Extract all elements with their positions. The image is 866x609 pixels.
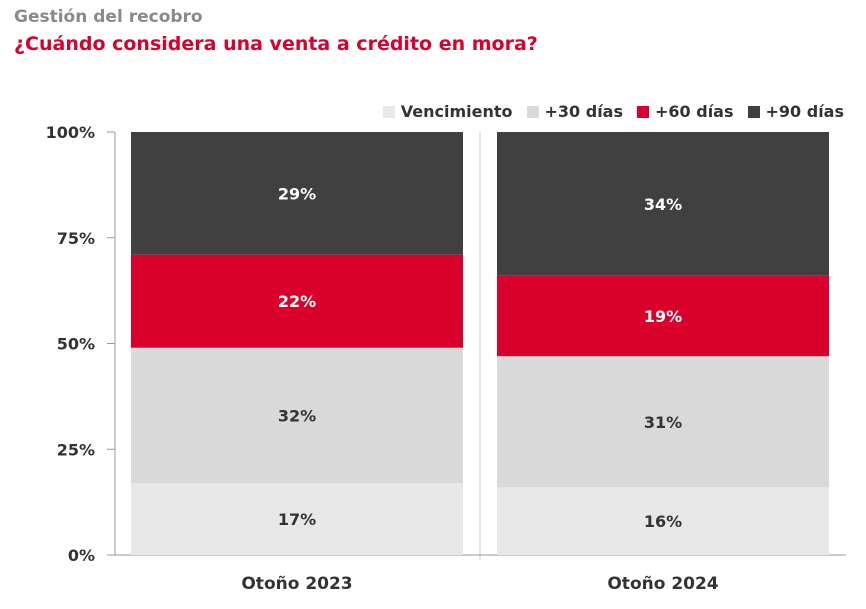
data-label-90-dias-otono-2024: 34% bbox=[644, 195, 682, 214]
legend-label-90-dias: +90 días bbox=[765, 102, 845, 121]
chart-title: ¿Cuándo considera una venta a crédito en… bbox=[14, 33, 538, 55]
y-tick-label: 25% bbox=[57, 440, 95, 459]
bar-segment-vencimiento-otono-2024 bbox=[497, 487, 829, 555]
legend-label-vencimiento: Vencimiento bbox=[400, 102, 513, 121]
bar-segment-60-dias-otono-2023 bbox=[131, 254, 463, 348]
bar-segment-90-dias-otono-2024 bbox=[497, 132, 829, 276]
data-label-60-dias-otono-2023: 22% bbox=[278, 292, 316, 311]
data-label-90-dias-otono-2023: 29% bbox=[278, 184, 316, 203]
legend-swatch-vencimiento bbox=[382, 105, 395, 118]
chart-subtitle: Gestión del recobro bbox=[14, 7, 203, 27]
legend-swatch-30-dias bbox=[526, 105, 539, 118]
bar-segment-90-dias-otono-2023 bbox=[131, 132, 463, 255]
data-label-30-dias-otono-2023: 32% bbox=[278, 406, 316, 425]
bar-segment-60-dias-otono-2024 bbox=[497, 275, 829, 357]
legend-item-90-dias: +90 días bbox=[747, 102, 845, 121]
legend-swatch-60-dias bbox=[637, 105, 649, 118]
legend-item-vencimiento: Vencimiento bbox=[382, 102, 513, 121]
bar-segment-vencimiento-otono-2023 bbox=[131, 483, 463, 555]
data-label-vencimiento-otono-2024: 16% bbox=[644, 512, 682, 531]
legend-label-60-dias: +60 días bbox=[655, 102, 734, 121]
data-label-vencimiento-otono-2023: 17% bbox=[278, 510, 316, 529]
bar-segment-30-dias-otono-2023 bbox=[131, 347, 463, 484]
bar-segment-30-dias-otono-2024 bbox=[497, 356, 829, 488]
data-label-60-dias-otono-2024: 19% bbox=[644, 307, 682, 326]
y-tick-label: 0% bbox=[68, 546, 95, 565]
y-tick-label: 75% bbox=[57, 229, 95, 248]
legend-label-30-dias: +30 días bbox=[544, 102, 624, 121]
legend-item-60-dias: +60 días bbox=[637, 102, 734, 121]
y-tick-label: 100% bbox=[46, 123, 95, 142]
y-tick-label: 50% bbox=[57, 335, 95, 354]
data-label-30-dias-otono-2024: 31% bbox=[644, 413, 682, 432]
x-category-label: Otoño 2024 bbox=[607, 574, 718, 594]
legend-swatch-90-dias bbox=[747, 105, 760, 118]
legend-item-30-dias: +30 días bbox=[526, 102, 624, 121]
x-category-label: Otoño 2023 bbox=[241, 574, 352, 594]
legend: Vencimiento +30 días +60 días +90 días bbox=[382, 102, 845, 121]
